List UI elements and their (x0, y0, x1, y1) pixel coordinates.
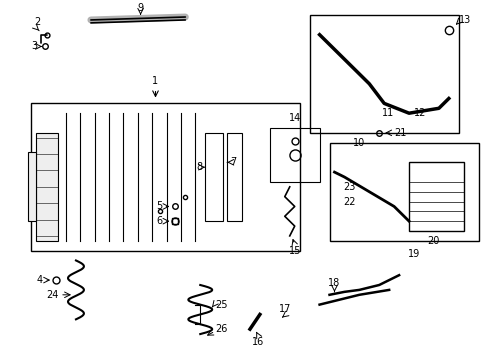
Text: 21: 21 (393, 128, 406, 138)
Text: 22: 22 (343, 197, 355, 207)
Bar (226, 133, 242, 221)
Bar (36, 133, 58, 241)
Text: 14: 14 (288, 113, 300, 123)
Text: 15: 15 (288, 246, 300, 256)
Bar (329, 143, 478, 241)
Text: 11: 11 (381, 108, 393, 118)
Text: 24: 24 (46, 290, 59, 300)
Text: 25: 25 (215, 300, 227, 310)
Text: 12: 12 (413, 108, 426, 118)
Text: 20: 20 (427, 236, 439, 246)
Bar (408, 162, 463, 231)
Text: 7: 7 (230, 157, 236, 167)
Bar (31, 103, 299, 251)
Text: 23: 23 (343, 182, 355, 192)
Text: 17: 17 (278, 305, 290, 314)
Text: 6: 6 (156, 216, 162, 226)
Text: 9: 9 (137, 3, 143, 13)
Text: 19: 19 (407, 249, 419, 259)
Bar (205, 133, 223, 221)
Bar (269, 128, 319, 182)
Bar (309, 15, 458, 133)
Text: 18: 18 (327, 278, 340, 288)
Text: 13: 13 (458, 15, 470, 25)
Text: 10: 10 (352, 138, 365, 148)
Text: 5: 5 (156, 202, 162, 211)
Text: 8: 8 (196, 162, 202, 172)
Text: 4: 4 (37, 275, 43, 285)
Bar (28, 153, 36, 221)
Text: 2: 2 (34, 17, 40, 27)
Text: 16: 16 (251, 337, 264, 347)
Text: 3: 3 (31, 41, 37, 51)
Text: 1: 1 (152, 76, 158, 86)
Text: 26: 26 (215, 324, 227, 334)
